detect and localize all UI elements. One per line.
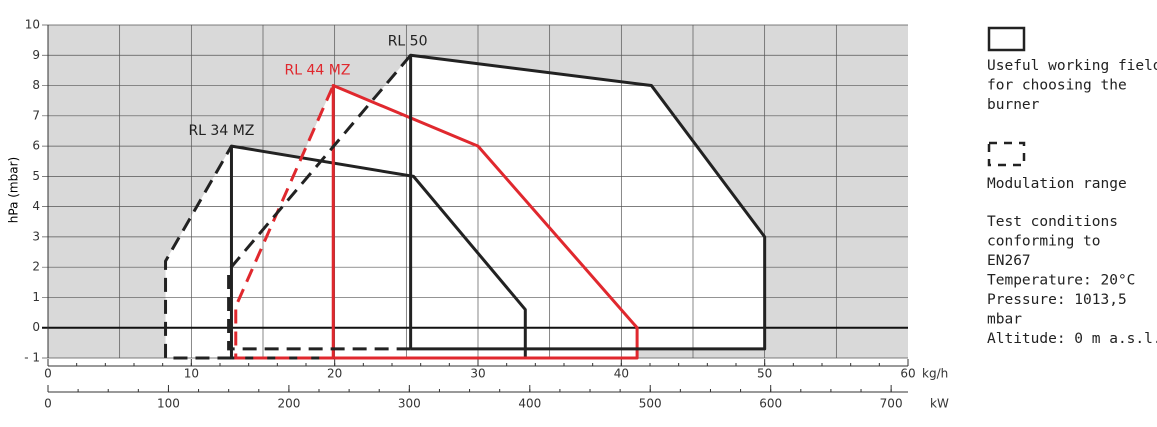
legend-text: burner — [987, 97, 1040, 113]
legend-text: Useful working field — [987, 58, 1157, 74]
x-tick-label: 40 — [614, 367, 629, 381]
x-tick-label: 50 — [757, 367, 772, 381]
burner-label: RL 50 — [388, 34, 428, 50]
x-tick-label: 10 — [184, 367, 199, 381]
x2-tick-label: 100 — [157, 397, 180, 411]
y-tick-label: 3 — [32, 229, 40, 243]
x2-tick-label: 500 — [639, 397, 662, 411]
x2-tick-label: 300 — [398, 397, 421, 411]
burner-label: RL 44 MZ — [285, 62, 351, 78]
working-field-outline — [331, 84, 639, 360]
legend-solid-box — [987, 26, 1026, 52]
x2-tick-label: 200 — [277, 397, 300, 411]
y-axis-label: hPa (mbar) — [7, 157, 21, 223]
y-tick-label: 1 — [32, 290, 40, 304]
x2-tick-label: 700 — [880, 397, 903, 411]
y-tick-label: 8 — [32, 78, 40, 92]
y-tick-label: 9 — [32, 48, 40, 62]
legend-note: conforming to — [987, 234, 1101, 250]
y-tick-label: 5 — [32, 169, 40, 183]
x-unit: kg/h — [922, 367, 948, 381]
legend-note: Altitude: 0 m a.s.l. — [987, 331, 1157, 347]
x2-tick-label: 600 — [759, 397, 782, 411]
x2-tick-label: 400 — [518, 397, 541, 411]
legend-note: Test conditions — [987, 214, 1118, 230]
modulation-outline — [234, 84, 335, 360]
x2-tick-label: 0 — [44, 397, 52, 411]
legend-text: Modulation range — [987, 176, 1127, 192]
y-tick-label: 10 — [25, 18, 40, 32]
legend-note: Temperature: 20°C — [987, 273, 1135, 289]
y-tick-label: 7 — [32, 108, 40, 122]
legend-note: Pressure: 1013,5 — [987, 292, 1127, 308]
burner-label: RL 34 MZ — [188, 123, 254, 139]
legend-note: mbar — [987, 312, 1022, 328]
modulation-outline — [227, 54, 412, 351]
x-tick-label: 20 — [327, 367, 342, 381]
x-tick-label: 60 — [900, 367, 915, 381]
y-tick-label: 4 — [32, 199, 40, 213]
legend-dashed-box — [987, 141, 1026, 167]
x-tick-label: 30 — [470, 367, 485, 381]
modulation-fill — [165, 146, 232, 358]
y-tick-label: 2 — [32, 260, 40, 274]
x-tick-label: 0 — [44, 367, 52, 381]
legend-note: EN267 — [987, 253, 1031, 269]
field-fill — [410, 55, 765, 349]
y-tick-label: - 1 — [24, 351, 40, 365]
x2-unit: kW — [930, 397, 949, 411]
modulation-fill — [228, 55, 411, 349]
y-tick-label: 6 — [32, 139, 40, 153]
modulation-outline — [164, 145, 233, 360]
y-tick-label: 0 — [32, 320, 40, 334]
legend-text: for choosing the — [987, 78, 1127, 94]
working-field-outline — [409, 53, 767, 351]
